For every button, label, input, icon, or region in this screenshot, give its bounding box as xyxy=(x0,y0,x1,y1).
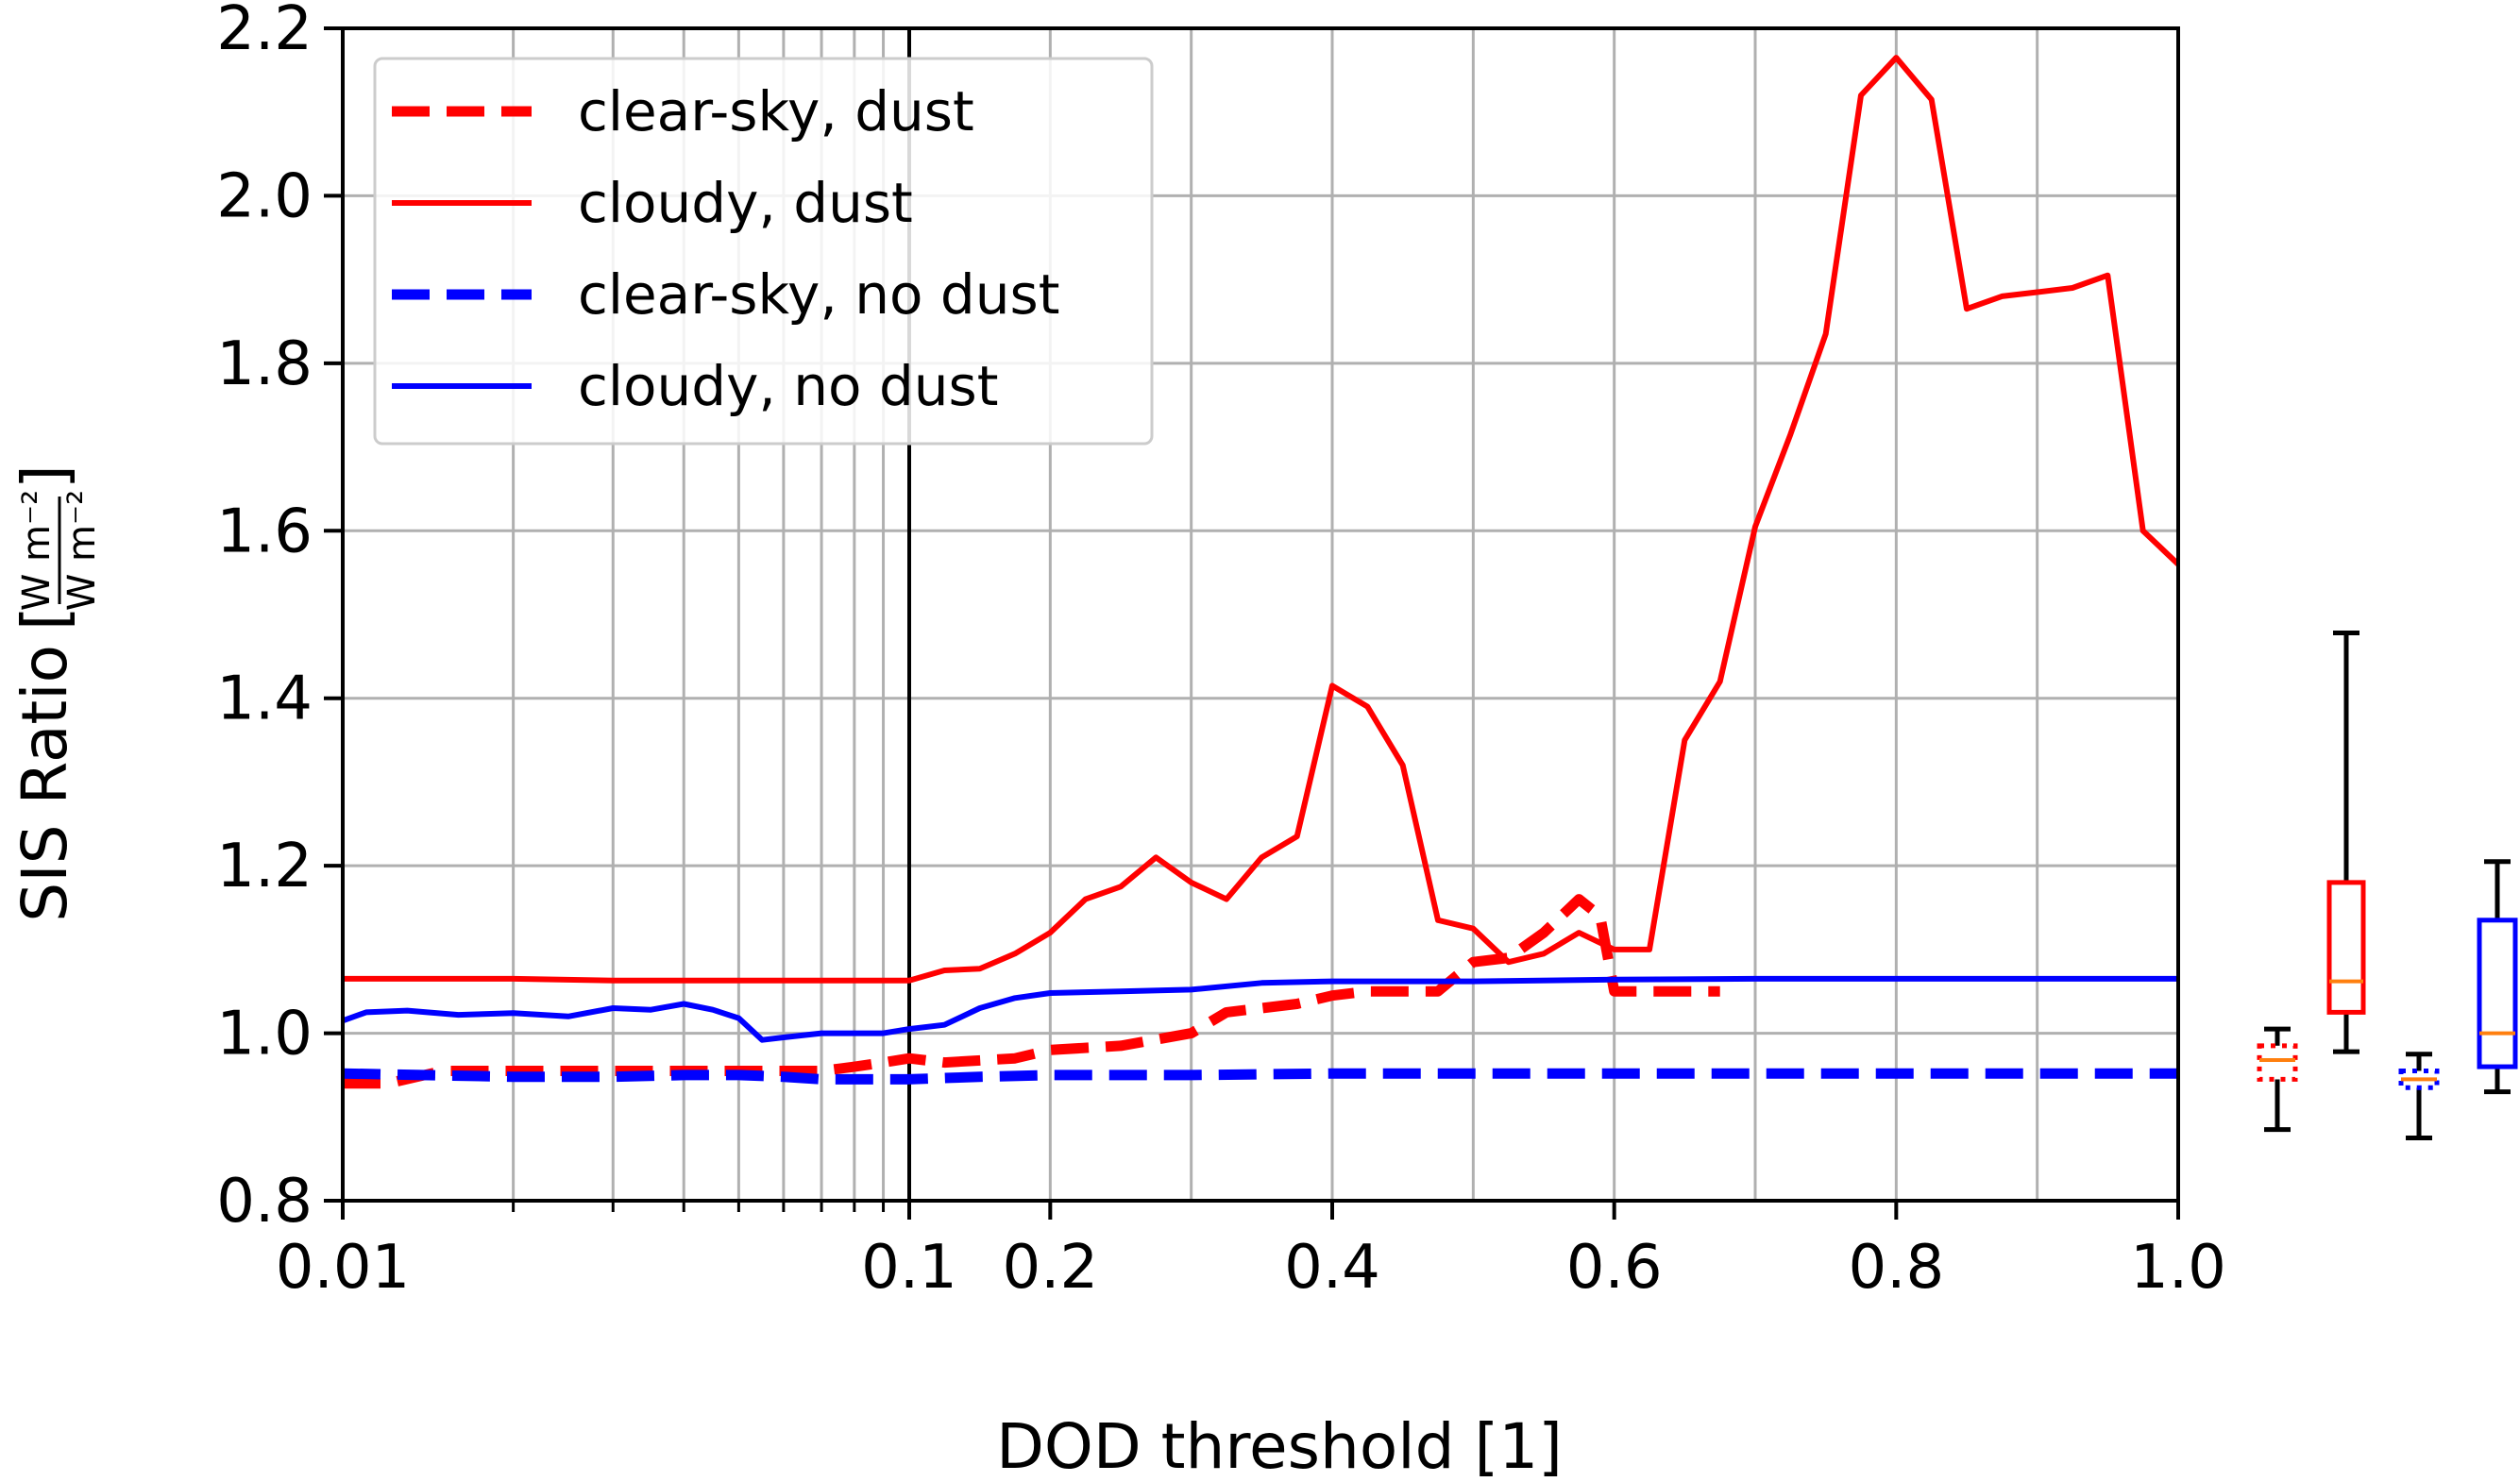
x-tick-label: 0.8 xyxy=(1848,1233,1944,1303)
y-tick-label: 1.8 xyxy=(216,329,313,399)
y-axis-unit-bracket-left: [ xyxy=(8,606,81,631)
y-tick-label: 1.0 xyxy=(216,1000,313,1069)
plot-frame xyxy=(341,26,2180,1203)
box-body xyxy=(2477,918,2518,1069)
x-tick-label: 1.0 xyxy=(2130,1233,2226,1303)
x-tick-label: 0.01 xyxy=(276,1233,411,1303)
x-tick-label: 0.2 xyxy=(1002,1233,1098,1303)
x-tick-label: 0.1 xyxy=(861,1233,957,1303)
x-tick-label: 0.6 xyxy=(1566,1233,1663,1303)
y-tick-label: 1.6 xyxy=(216,497,313,566)
x-axis-title: DOD threshold [1] xyxy=(996,1410,1563,1482)
legend-frame xyxy=(373,57,1154,446)
y-axis-title: SIS Ratio [ W m⁻² W m⁻² ] xyxy=(8,464,104,921)
box-body xyxy=(2257,1043,2298,1082)
y-tick-label: 0.8 xyxy=(216,1167,313,1237)
plot-border xyxy=(341,26,2180,1203)
series-line xyxy=(343,894,1720,1089)
y-tick-label: 1.4 xyxy=(216,665,313,734)
y-tick-label: 2.0 xyxy=(216,161,313,231)
legend-label: cloudy, dust xyxy=(578,171,913,235)
x-tick-label: 0.4 xyxy=(1284,1233,1380,1303)
y-axis-title-text: SIS Ratio xyxy=(8,645,81,922)
y-tick-label: 2.2 xyxy=(216,0,313,64)
series-line xyxy=(341,975,2178,1043)
y-tick-label: 1.2 xyxy=(216,832,313,901)
boxplots xyxy=(2257,631,2518,1140)
axis-ticks: 0.01 0.1 0.2 0.4 0.6 0.8 1.0 0.8 1.0 1.2 1.4 1.6 1.8… xyxy=(216,0,2226,1303)
box-body xyxy=(2326,880,2366,1015)
legend-label: clear-sky, no dust xyxy=(578,262,1059,327)
y-axis-unit-numerator: W m⁻² xyxy=(15,490,59,611)
y-axis-unit-denominator: W m⁻² xyxy=(60,490,104,611)
y-axis-unit-bracket-right: ] xyxy=(8,464,81,489)
legend-label: clear-sky, dust xyxy=(578,79,974,143)
legend-label: cloudy, no dust xyxy=(578,354,998,418)
series-line xyxy=(342,1068,2178,1085)
series-line xyxy=(343,55,2181,984)
legend: clear-sky, dust cloudy, dust clear-sky, no… xyxy=(373,57,1154,446)
series-lines xyxy=(341,55,2181,1089)
